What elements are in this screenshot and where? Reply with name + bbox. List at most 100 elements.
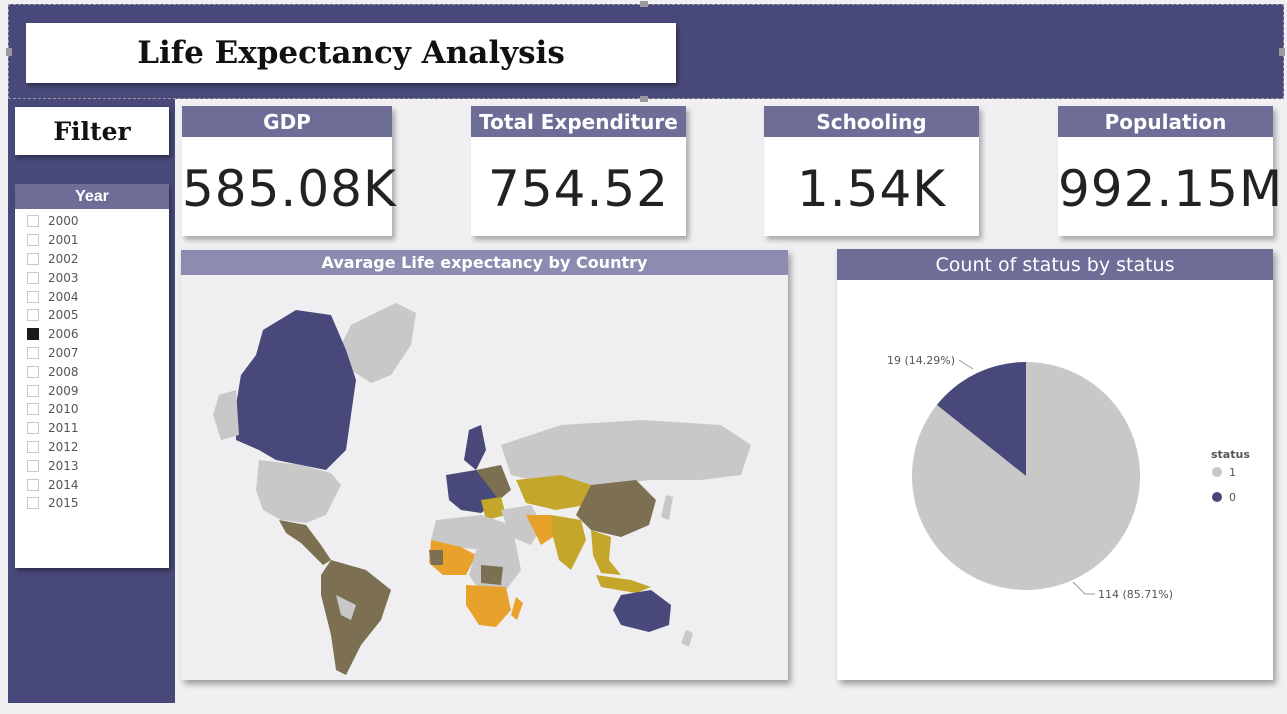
year-slicer-header: Year <box>15 184 169 209</box>
map-region-europe[interactable] <box>446 465 511 520</box>
year-label: 2007 <box>48 345 79 360</box>
map-region-china[interactable] <box>576 480 656 537</box>
filter-card: Filter <box>15 107 169 155</box>
year-checkbox[interactable] <box>27 422 39 435</box>
map-region-north-africa[interactable] <box>431 515 516 550</box>
year-label: 2013 <box>48 458 79 473</box>
map-region-south-america[interactable] <box>321 560 391 675</box>
resize-handle-bottom[interactable] <box>640 96 648 102</box>
map-region-west-africa[interactable] <box>429 540 476 575</box>
pie-data-label-0: 19 (14.29%) <box>887 354 955 367</box>
year-checkbox[interactable] <box>27 309 39 322</box>
legend-title: status <box>1211 448 1250 461</box>
map-region-india[interactable] <box>551 515 586 570</box>
year-slicer-list: 2000 2001 2002 2003 2004 2005 2006 2007 2008 2009… <box>15 209 169 513</box>
year-option-2001[interactable]: 2001 <box>15 231 169 250</box>
status-pie-chart[interactable]: 19 (14.29%) 114 (85.71%) status 1 0 <box>837 280 1273 680</box>
year-checkbox[interactable] <box>27 215 39 228</box>
kpi-card-total-expenditure: Total Expenditure 754.52 <box>471 106 686 236</box>
map-region-scandinavia[interactable] <box>464 425 486 470</box>
year-checkbox[interactable] <box>27 459 39 472</box>
year-option-2009[interactable]: 2009 <box>15 381 169 400</box>
year-checkbox[interactable] <box>27 497 39 510</box>
year-label: 2015 <box>48 496 79 511</box>
map-region-greenland[interactable] <box>341 303 416 383</box>
map-region-mexico-central[interactable] <box>279 520 331 565</box>
page-title: Life Expectancy Analysis <box>137 35 565 71</box>
year-label: 2002 <box>48 251 79 266</box>
year-label: 2001 <box>48 233 79 248</box>
resize-handle-top[interactable] <box>640 1 648 7</box>
year-checkbox[interactable] <box>27 234 39 247</box>
year-checkbox[interactable] <box>27 328 39 341</box>
pie-title: Count of status by status <box>837 249 1273 280</box>
kpi-population-label: Population <box>1058 106 1273 137</box>
year-option-2015[interactable]: 2015 <box>15 494 169 513</box>
year-option-2012[interactable]: 2012 <box>15 438 169 457</box>
kpi-card-population: Population 992.15M <box>1058 106 1284 236</box>
year-label: 2009 <box>48 383 79 398</box>
year-checkbox[interactable] <box>27 290 39 303</box>
year-label: 2000 <box>48 214 79 229</box>
year-option-2005[interactable]: 2005 <box>15 306 169 325</box>
world-map[interactable] <box>181 275 788 680</box>
map-region-usa[interactable] <box>256 460 341 523</box>
year-label: 2011 <box>48 421 79 436</box>
year-option-2007[interactable]: 2007 <box>15 344 169 363</box>
legend-label-1[interactable]: 1 <box>1229 466 1236 479</box>
year-option-2002[interactable]: 2002 <box>15 250 169 269</box>
kpi-schooling-value: 1.54K <box>796 160 947 218</box>
pie-slice-0[interactable] <box>936 362 1026 476</box>
map-region-central-east-africa[interactable] <box>469 545 521 593</box>
year-label: 2010 <box>48 402 79 417</box>
kpi-population-value: 992.15M <box>1058 160 1284 218</box>
kpi-gdp-label: GDP <box>182 106 392 137</box>
legend-label-0[interactable]: 0 <box>1229 491 1236 504</box>
kpi-card-schooling: Schooling 1.54K <box>764 106 979 236</box>
map-region-canada[interactable] <box>236 310 356 470</box>
year-option-2003[interactable]: 2003 <box>15 268 169 287</box>
map-region-southern-africa[interactable] <box>466 585 523 627</box>
year-label: 2004 <box>48 289 79 304</box>
year-option-2011[interactable]: 2011 <box>15 419 169 438</box>
year-option-2000[interactable]: 2000 <box>15 212 169 231</box>
year-checkbox[interactable] <box>27 271 39 284</box>
year-option-2014[interactable]: 2014 <box>15 475 169 494</box>
map-card: Avarage Life expectancy by Country <box>181 250 788 680</box>
year-checkbox[interactable] <box>27 252 39 265</box>
year-label: 2012 <box>48 439 79 454</box>
year-option-2010[interactable]: 2010 <box>15 400 169 419</box>
kpi-expenditure-value: 754.52 <box>488 160 669 218</box>
year-label: 2014 <box>48 477 79 492</box>
pie-leader-line-1 <box>1072 581 1095 595</box>
year-checkbox[interactable] <box>27 403 39 416</box>
year-checkbox[interactable] <box>27 365 39 378</box>
year-checkbox[interactable] <box>27 384 39 397</box>
resize-handle-left[interactable] <box>6 48 12 56</box>
year-option-2008[interactable]: 2008 <box>15 362 169 381</box>
year-label: 2005 <box>48 308 79 323</box>
legend-marker-0[interactable] <box>1212 492 1222 502</box>
year-checkbox[interactable] <box>27 440 39 453</box>
year-option-2013[interactable]: 2013 <box>15 456 169 475</box>
year-checkbox[interactable] <box>27 346 39 359</box>
kpi-schooling-label: Schooling <box>764 106 979 137</box>
pie-data-label-1: 114 (85.71%) <box>1098 588 1173 601</box>
year-option-2004[interactable]: 2004 <box>15 287 169 306</box>
year-label: 2008 <box>48 364 79 379</box>
year-label: 2003 <box>48 270 79 285</box>
map-region-central-asia[interactable] <box>516 475 591 510</box>
year-checkbox[interactable] <box>27 478 39 491</box>
map-region-southeast-asia[interactable] <box>591 530 651 593</box>
map-region-russia[interactable] <box>501 420 751 485</box>
resize-handle-right[interactable] <box>1279 48 1285 56</box>
map-region-australia[interactable] <box>613 590 693 647</box>
legend-marker-1[interactable] <box>1212 467 1222 477</box>
kpi-gdp-value: 585.08K <box>182 160 397 218</box>
year-option-2006[interactable]: 2006 <box>15 325 169 344</box>
map-region-japan[interactable] <box>661 495 673 520</box>
title-card: Life Expectancy Analysis <box>26 23 676 83</box>
map-region-alaska[interactable] <box>213 390 239 440</box>
kpi-card-gdp: GDP 585.08K <box>182 106 397 236</box>
